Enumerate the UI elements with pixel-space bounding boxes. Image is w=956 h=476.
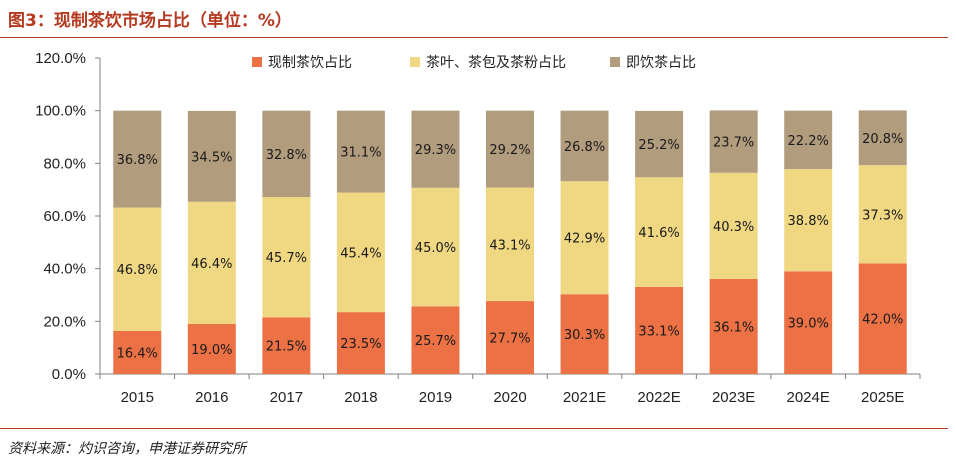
- data-label: 22.2%: [788, 134, 829, 149]
- bar-segment-3: [635, 110, 684, 178]
- bar-segment-2: [858, 165, 907, 264]
- data-label: 45.7%: [266, 251, 307, 266]
- bar-segment-2: [262, 197, 311, 318]
- data-label: 45.0%: [415, 241, 456, 256]
- bar-segment-1: [560, 294, 609, 374]
- data-label: 23.7%: [713, 136, 754, 151]
- data-label: 29.3%: [415, 143, 456, 158]
- data-label: 20.8%: [862, 132, 903, 147]
- data-label: 42.0%: [862, 313, 903, 328]
- bar-segment-1: [187, 323, 236, 374]
- data-label: 19.0%: [191, 343, 232, 358]
- y-tick-label: 20.0%: [43, 313, 86, 330]
- bar-segment-1: [262, 317, 311, 374]
- data-label: 43.1%: [489, 238, 530, 253]
- data-label: 37.3%: [862, 208, 903, 223]
- bar-segment-3: [411, 110, 460, 188]
- data-label: 26.8%: [564, 140, 605, 155]
- bar-segment-1: [411, 306, 460, 374]
- bar-segment-1: [784, 271, 833, 374]
- data-label: 45.4%: [340, 246, 381, 261]
- data-label: 21.5%: [266, 340, 307, 355]
- bar-segment-2: [709, 172, 758, 279]
- x-tick-label: 2016: [195, 389, 228, 406]
- bar-segment-1: [858, 263, 907, 374]
- bar-segment-1: [113, 330, 162, 374]
- bar-segment-1: [709, 278, 758, 374]
- bar-segment-3: [560, 110, 609, 182]
- legend-swatch-3: [610, 57, 620, 67]
- data-label: 34.5%: [191, 150, 232, 165]
- bar-segment-2: [336, 192, 385, 313]
- bar-segment-3: [336, 110, 385, 193]
- bar-segment-3: [486, 110, 534, 188]
- source-note: 资料来源：灼识咨询，申港证券研究所: [8, 441, 246, 457]
- x-tick-label: 2021E: [563, 389, 606, 406]
- data-label: 40.3%: [713, 220, 754, 235]
- data-label: 29.2%: [489, 143, 530, 158]
- data-label: 41.6%: [638, 226, 679, 241]
- data-label: 42.9%: [564, 232, 605, 247]
- y-tick-label: 60.0%: [43, 208, 86, 225]
- bar-segment-1: [635, 286, 684, 374]
- bar-segment-3: [784, 110, 833, 170]
- chart-title: 图3：现制茶饮市场占比（单位：%）: [8, 11, 292, 31]
- y-tick-label: 120.0%: [35, 50, 86, 67]
- x-tick-label: 2018: [344, 389, 377, 406]
- x-tick-label: 2022E: [637, 389, 680, 406]
- bar-segment-1: [486, 301, 534, 374]
- bar-segment-1: [336, 312, 385, 374]
- data-label: 16.4%: [117, 346, 158, 361]
- legend-swatch-2: [410, 57, 420, 67]
- top-divider: [0, 37, 948, 38]
- bar-segment-2: [486, 187, 534, 302]
- legend-swatch-1: [252, 57, 262, 67]
- bar-segment-3: [262, 110, 311, 198]
- bar-segment-2: [635, 177, 684, 287]
- data-label: 33.1%: [638, 324, 679, 339]
- legend-label-2: 茶叶、茶包及茶粉占比: [426, 55, 566, 71]
- data-label: 23.5%: [340, 337, 381, 352]
- x-tick-label: 2020: [493, 389, 526, 406]
- data-label: 25.7%: [415, 334, 456, 349]
- stacked-bar-chart: 0.0% 20.0% 40.0% 60.0% 80.0% 100.0% 120.0% 16.4…: [35, 50, 921, 406]
- x-tick-label: 2015: [121, 389, 154, 406]
- y-tick-label: 40.0%: [43, 261, 86, 278]
- legend-label-3: 即饮茶占比: [626, 55, 696, 71]
- bar-segment-2: [784, 169, 833, 272]
- bar-segment-2: [411, 187, 460, 307]
- x-tick-label: 2019: [419, 389, 452, 406]
- bar-segment-2: [560, 181, 609, 295]
- x-tick-label: 2024E: [786, 389, 829, 406]
- bar-segment-2: [113, 207, 162, 331]
- x-tick-label: 2017: [270, 389, 303, 406]
- legend-label-1: 现制茶饮占比: [268, 55, 352, 71]
- data-label: 25.2%: [638, 138, 679, 153]
- data-label: 30.3%: [564, 328, 605, 343]
- data-label: 36.8%: [117, 153, 158, 168]
- bar-segment-3: [187, 110, 236, 202]
- bar-segment-3: [113, 110, 162, 208]
- bar-segment-3: [709, 110, 758, 173]
- bar-segment-2: [187, 201, 236, 324]
- data-label: 38.8%: [788, 214, 829, 229]
- data-label: 39.0%: [788, 317, 829, 332]
- y-tick-label: 0.0%: [52, 366, 86, 383]
- y-tick-label: 100.0%: [35, 103, 86, 120]
- bar-segment-3: [858, 110, 907, 166]
- data-label: 46.4%: [191, 257, 232, 272]
- data-label: 31.1%: [340, 146, 381, 161]
- x-tick-label: 2023E: [712, 389, 755, 406]
- bottom-divider: [0, 428, 948, 429]
- y-tick-label: 80.0%: [43, 155, 86, 172]
- x-tick-label: 2025E: [861, 389, 904, 406]
- data-label: 32.8%: [266, 148, 307, 163]
- data-label: 36.1%: [713, 320, 754, 335]
- data-label: 46.8%: [117, 263, 158, 278]
- data-label: 27.7%: [489, 332, 530, 347]
